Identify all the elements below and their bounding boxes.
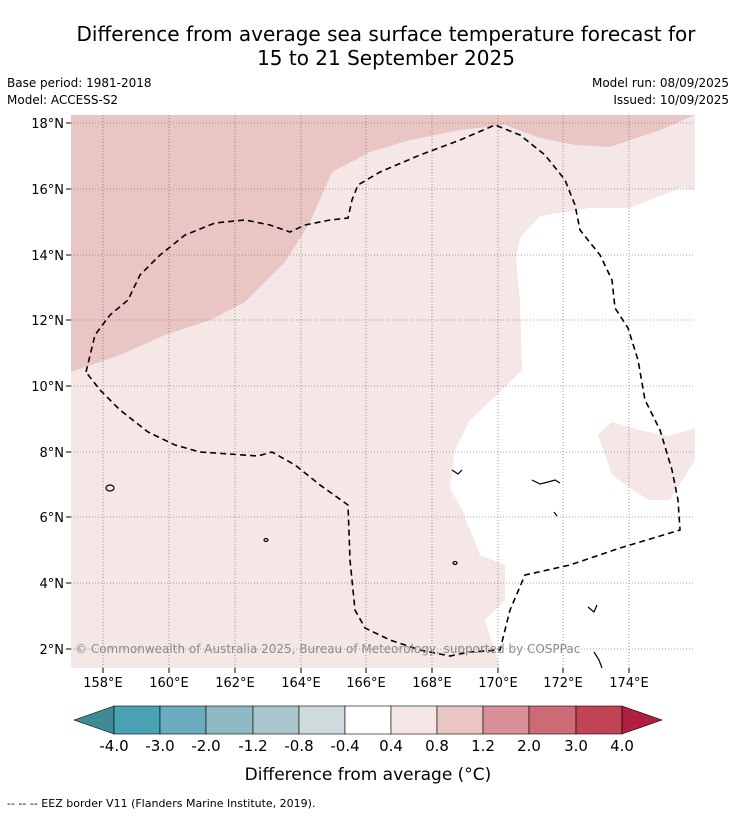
lat-label: 10°N [31, 380, 64, 395]
lat-label: 2°N [40, 643, 65, 658]
colorbar-label: 0.4 [379, 737, 403, 755]
lat-label: 6°N [40, 511, 65, 526]
tick-marks [66, 122, 630, 673]
lat-label: 16°N [31, 183, 64, 198]
model-run: Model run: 08/09/2025 [591, 76, 729, 90]
copyright-text: © Commonwealth of Australia 2025, Bureau… [75, 642, 580, 656]
colorbar-label: -0.4 [330, 737, 360, 755]
colorbar-label: 2.0 [517, 737, 541, 755]
lon-label: 164°E [281, 676, 321, 691]
title-line-2: 15 to 21 September 2025 [257, 46, 515, 70]
lat-label: 8°N [40, 446, 65, 461]
lat-label: 18°N [31, 117, 64, 132]
lon-label: 174°E [609, 676, 649, 691]
lon-label: 168°E [412, 676, 452, 691]
lon-label: 170°E [478, 676, 518, 691]
islands [105, 469, 603, 669]
lat-label: 4°N [40, 577, 65, 592]
anomaly-region-neutral [450, 188, 695, 668]
model-name: Model: ACCESS-S2 [7, 93, 119, 107]
base-period: Base period: 1981-2018 [7, 76, 152, 90]
colorbar-label: -3.0 [145, 737, 175, 755]
eez-border [85, 124, 681, 657]
lon-label: 160°E [149, 676, 189, 691]
lon-label: 162°E [215, 676, 255, 691]
colorbar-label: 3.0 [564, 737, 588, 755]
lon-label: 166°E [346, 676, 386, 691]
colorbar-label: -2.0 [191, 737, 221, 755]
colorbar-label: -4.0 [99, 737, 129, 755]
colorbar-label: 4.0 [610, 737, 634, 755]
title-line-1: Difference from average sea surface temp… [76, 22, 696, 46]
lon-label: 172°E [543, 676, 583, 691]
lat-label: 12°N [31, 314, 64, 329]
colorbar-label: 0.8 [425, 737, 449, 755]
eez-footnote: -- -- -- EEZ border V11 (Flanders Marine… [7, 797, 316, 810]
colorbar [73, 705, 663, 735]
gridlines [71, 115, 695, 668]
issued-date: Issued: 10/09/2025 [613, 93, 729, 107]
anomaly-region-warm [71, 115, 695, 372]
lon-label: 158°E [83, 676, 123, 691]
colorbar-label: -0.8 [284, 737, 314, 755]
colorbar-title: Difference from average (°C) [244, 765, 492, 785]
colorbar-label: -1.2 [238, 737, 268, 755]
lat-label: 14°N [31, 249, 64, 264]
colorbar-label: 1.2 [471, 737, 495, 755]
